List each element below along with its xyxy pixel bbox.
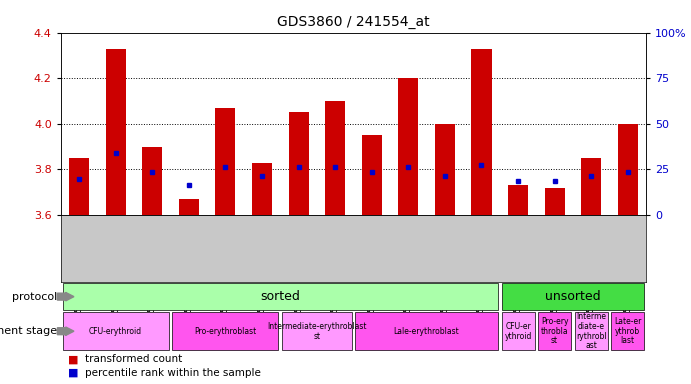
- Bar: [142, 147, 162, 215]
- Bar: [508, 185, 528, 215]
- Bar: [502, 312, 535, 350]
- Text: sorted: sorted: [261, 290, 300, 303]
- Text: percentile rank within the sample: percentile rank within the sample: [85, 368, 261, 378]
- Text: CFU-erythroid: CFU-erythroid: [89, 327, 142, 336]
- Text: development stage: development stage: [0, 326, 57, 336]
- Bar: [545, 188, 565, 215]
- Bar: [63, 312, 169, 350]
- Text: unsorted: unsorted: [545, 290, 600, 303]
- Text: protocol: protocol: [12, 291, 57, 302]
- Bar: [471, 49, 491, 215]
- Bar: [282, 312, 352, 350]
- Bar: [435, 124, 455, 215]
- Bar: [538, 312, 571, 350]
- Bar: [618, 124, 638, 215]
- Text: Lale-erythroblast: Lale-erythroblast: [394, 327, 460, 336]
- Text: Intermediate-erythroblast
st: Intermediate-erythroblast st: [267, 322, 367, 341]
- Bar: [106, 49, 126, 215]
- Text: ■: ■: [68, 368, 78, 378]
- Text: CFU-er
ythroid: CFU-er ythroid: [504, 322, 532, 341]
- Text: ■: ■: [68, 354, 78, 364]
- Text: Pro-erythroblast: Pro-erythroblast: [194, 327, 256, 336]
- Bar: [325, 101, 346, 215]
- Bar: [69, 158, 89, 215]
- Bar: [612, 312, 644, 350]
- Bar: [172, 312, 278, 350]
- Bar: [63, 283, 498, 310]
- Bar: [575, 312, 607, 350]
- Bar: [361, 135, 382, 215]
- Bar: [179, 199, 199, 215]
- Bar: [398, 78, 418, 215]
- Text: transformed count: transformed count: [85, 354, 182, 364]
- Title: GDS3860 / 241554_at: GDS3860 / 241554_at: [277, 15, 430, 29]
- Bar: [502, 283, 644, 310]
- Bar: [581, 158, 601, 215]
- Text: Pro-ery
throbla
st: Pro-ery throbla st: [541, 317, 569, 345]
- Bar: [355, 312, 498, 350]
- Bar: [289, 113, 309, 215]
- Text: Interme
diate-e
rythrobl
ast: Interme diate-e rythrobl ast: [576, 312, 607, 350]
- Text: Late-er
ythrob
last: Late-er ythrob last: [614, 317, 641, 345]
- Bar: [252, 162, 272, 215]
- Bar: [216, 108, 236, 215]
